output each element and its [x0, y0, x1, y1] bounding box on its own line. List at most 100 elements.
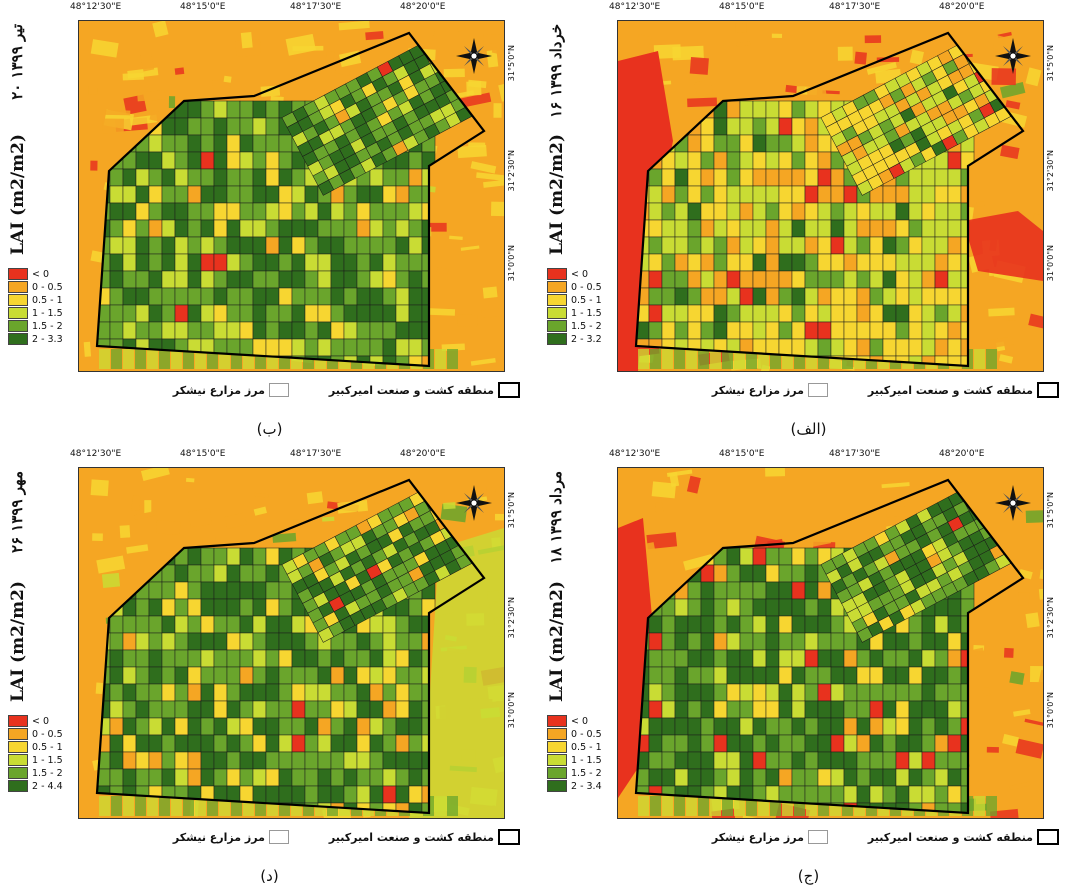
coord-y-3: 31°0'0"N: [1046, 245, 1055, 282]
coord-x-4: 48°20'0"E: [400, 2, 446, 12]
legend-label: 1.5 - 2: [571, 767, 602, 779]
boundary-legend: منطقه کشت و صنعت امیرکبیر مرز مزارع نیشک…: [100, 827, 520, 847]
legend-label: 1 - 1.5: [32, 307, 63, 319]
lai-map: [78, 20, 505, 372]
north-arrow-icon: [456, 485, 492, 521]
legend-swatch: [8, 741, 28, 753]
legend-label: 1.5 - 2: [32, 320, 63, 332]
legend-swatch: [8, 754, 28, 766]
coord-x-2: 48°15'0"E: [719, 449, 765, 459]
map-canvas: [618, 21, 1043, 371]
legend-label: 1 - 1.5: [32, 754, 63, 766]
coord-y-3: 31°0'0"N: [1046, 692, 1055, 729]
field-boundary-label: مرز مزارع نیشکر: [711, 830, 804, 844]
legend-swatch: [8, 294, 28, 306]
legend-item: 0.5 - 1: [8, 741, 78, 753]
legend-label: 0 - 0.5: [571, 728, 602, 740]
legend-swatch: [547, 294, 567, 306]
field-boundary-swatch: [807, 383, 828, 397]
lai-map: [617, 20, 1044, 372]
coord-x-3: 48°17'30"E: [829, 2, 881, 12]
panel-label: (ب): [256, 420, 283, 438]
coord-y-1: 31°5'0"N: [1046, 492, 1055, 529]
field-boundary-label: مرز مزارع نیشکر: [172, 830, 265, 844]
legend-swatch: [547, 333, 567, 345]
legend-item: 0 - 0.5: [547, 728, 617, 740]
legend-swatch: [8, 281, 28, 293]
coord-x-3: 48°17'30"E: [829, 449, 881, 459]
legend-label: 0.5 - 1: [571, 294, 602, 306]
coord-x-1: 48°12'30"E: [70, 449, 122, 459]
legend-item: 0 - 0.5: [8, 728, 78, 740]
legend-swatch: [547, 320, 567, 332]
coord-x-1: 48°12'30"E: [70, 2, 122, 12]
legend-swatch: [8, 307, 28, 319]
boundary-legend: منطقه کشت و صنعت امیرکبیر مرز مزارع نیشک…: [639, 380, 1059, 400]
legend-item: < 0: [547, 268, 617, 280]
field-boundary-swatch: [807, 830, 828, 844]
boundary-legend: منطقه کشت و صنعت امیرکبیر مرز مزارع نیشک…: [639, 827, 1059, 847]
region-boundary-label: منطقه کشت و صنعت امیرکبیر: [328, 383, 494, 397]
north-arrow-icon: [456, 38, 492, 74]
field-boundary-swatch: [268, 383, 289, 397]
coord-y-1: 31°5'0"N: [1046, 45, 1055, 82]
coord-x-1: 48°12'30"E: [609, 2, 661, 12]
map-canvas: [618, 468, 1043, 818]
legend-swatch: [547, 767, 567, 779]
legend-item: 1 - 1.5: [547, 307, 617, 319]
legend-label: 1.5 - 2: [571, 320, 602, 332]
side-title: ۲۶ مهر ۱۳۹۹ LAI (m2/m2): [8, 471, 42, 731]
legend-item: 1.5 - 2: [8, 767, 78, 779]
field-boundary-swatch: [268, 830, 289, 844]
legend-item: 1.5 - 2: [547, 320, 617, 332]
legend-item: < 0: [8, 715, 78, 727]
coord-x-4: 48°20'0"E: [939, 449, 985, 459]
legend-label: 2 - 3.3: [32, 333, 63, 345]
field-boundary-label: مرز مزارع نیشکر: [172, 383, 265, 397]
legend-item: 1.5 - 2: [8, 320, 78, 332]
legend-item: 2 - 3.2: [547, 333, 617, 345]
lai-map: [617, 467, 1044, 819]
panel-label: (الف): [790, 420, 827, 438]
lai-label: LAI (m2/m2): [547, 581, 567, 702]
coord-y-1: 31°5'0"N: [507, 492, 516, 529]
coord-x-2: 48°15'0"E: [719, 2, 765, 12]
coord-x-2: 48°15'0"E: [180, 449, 226, 459]
panel-label: (ج): [797, 867, 820, 885]
side-title: ۲۰ تیر ۱۳۹۹ LAI (m2/m2): [8, 24, 42, 284]
legend-swatch: [547, 307, 567, 319]
legend-swatch: [547, 268, 567, 280]
map-canvas: [79, 468, 504, 818]
legend-swatch: [547, 728, 567, 740]
panel-date: ۲۶ مهر ۱۳۹۹: [8, 471, 26, 554]
legend-item: 1 - 1.5: [8, 754, 78, 766]
panel-alef: ۱۶ خرداد ۱۳۹۹ LAI (m2/m2) 48°12'30"E 48°…: [539, 0, 1078, 446]
panel-be: ۲۰ تیر ۱۳۹۹ LAI (m2/m2) 48°12'30"E 48°15…: [0, 0, 539, 446]
panel-jim: ۱۸ مرداد ۱۳۹۹ LAI (m2/m2) 48°12'30"E 48°…: [539, 447, 1078, 893]
region-boundary-swatch: [498, 382, 520, 398]
coord-y-2: 31°2'30"N: [1046, 150, 1055, 192]
legend-label: 0 - 0.5: [32, 728, 63, 740]
coord-y-2: 31°2'30"N: [507, 597, 516, 639]
legend-label: < 0: [32, 268, 50, 280]
legend-label: 2 - 3.2: [571, 333, 602, 345]
region-boundary-swatch: [1037, 382, 1059, 398]
north-arrow-icon: [995, 38, 1031, 74]
panel-date: ۱۶ خرداد ۱۳۹۹: [547, 24, 565, 118]
legend-item: 2 - 3.3: [8, 333, 78, 345]
legend-item: 1.5 - 2: [547, 767, 617, 779]
coord-x-4: 48°20'0"E: [400, 449, 446, 459]
legend-item: 0 - 0.5: [8, 281, 78, 293]
region-boundary-swatch: [498, 829, 520, 845]
legend-label: < 0: [32, 715, 50, 727]
legend-item: 0 - 0.5: [547, 281, 617, 293]
legend-label: 1 - 1.5: [571, 307, 602, 319]
region-boundary-label: منطقه کشت و صنعت امیرکبیر: [328, 830, 494, 844]
coord-x-4: 48°20'0"E: [939, 2, 985, 12]
legend-swatch: [8, 715, 28, 727]
panel-date: ۱۸ مرداد ۱۳۹۹: [547, 471, 565, 564]
coord-y-3: 31°0'0"N: [507, 692, 516, 729]
